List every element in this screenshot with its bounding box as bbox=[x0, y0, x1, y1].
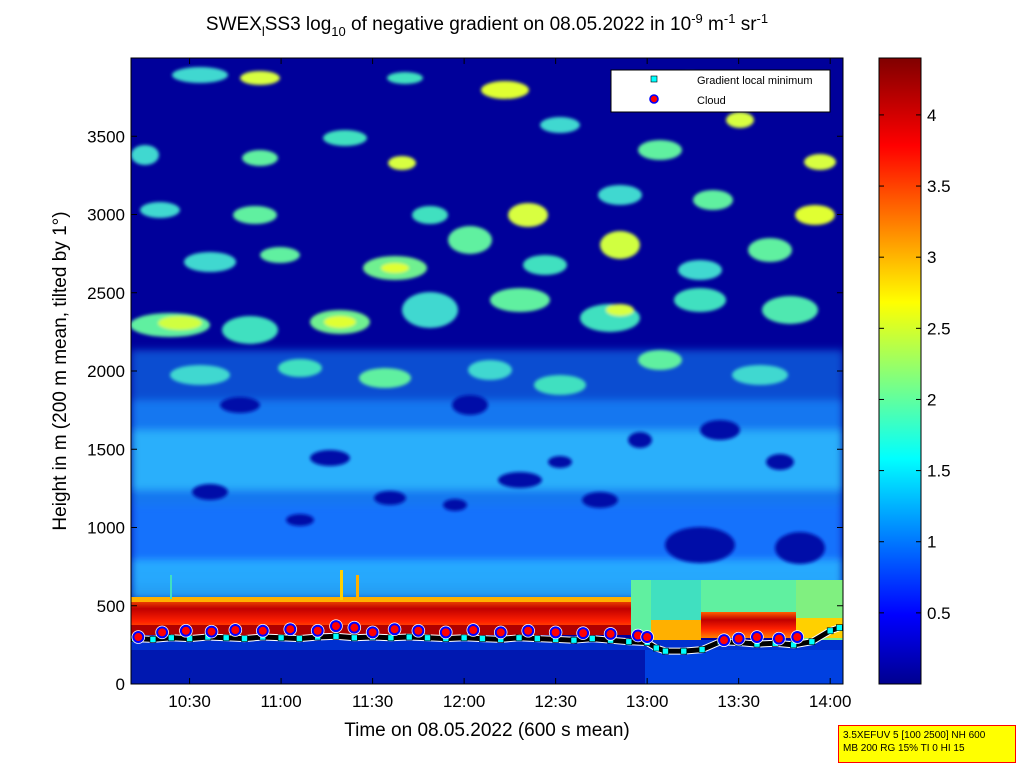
cloud-point bbox=[205, 625, 218, 638]
legend-box bbox=[610, 69, 831, 113]
gradient-minimum-point bbox=[588, 635, 596, 642]
gradient-minimum-point bbox=[826, 627, 834, 635]
gradient-minimum-point bbox=[625, 638, 633, 646]
gradient-minimum-point bbox=[836, 624, 843, 631]
gradient-minimum-point bbox=[167, 634, 175, 642]
gradient-minimum-point bbox=[405, 633, 413, 641]
heatmap-dark-patches bbox=[192, 395, 825, 564]
y-tick-label: 1000 bbox=[87, 519, 125, 538]
colorbar-tick-label: 2 bbox=[927, 390, 936, 409]
x-tick-label: 14:00 bbox=[809, 692, 852, 711]
gradient-minimum-point bbox=[808, 638, 816, 646]
y-tick-label: 3500 bbox=[87, 127, 125, 146]
gradient-minimum-point bbox=[241, 635, 248, 642]
cloud-point bbox=[732, 632, 745, 645]
heatmap-plot bbox=[131, 58, 843, 684]
legend-min-label: Gradient local minimum bbox=[697, 75, 813, 87]
x-axis: 10:30 11:00 11:30 12:00 12:30 13:00 13:30 14:00 bbox=[168, 58, 851, 711]
colorbar-tick-label: 4 bbox=[927, 106, 936, 125]
gradient-minimum-point bbox=[296, 635, 303, 642]
colorbar-tick-label: 1 bbox=[927, 533, 936, 552]
colorbar-tick-label: 2.5 bbox=[927, 319, 951, 338]
heatmap-upper-patches bbox=[131, 67, 836, 395]
gradient-minimum-point bbox=[277, 634, 285, 642]
y-axis-title: Height in m (200 m mean, tilted by 1°) bbox=[50, 211, 71, 530]
colorbar-tick-label: 1.5 bbox=[927, 462, 951, 481]
y-tick-label: 3000 bbox=[87, 206, 125, 225]
cloud-point bbox=[604, 627, 617, 640]
gradient-minimum-point bbox=[424, 634, 431, 642]
y-tick-label: 1500 bbox=[87, 440, 125, 459]
cloud-point bbox=[467, 624, 480, 637]
x-tick-label: 13:00 bbox=[626, 692, 669, 711]
cloud-point bbox=[132, 631, 145, 644]
cloud-point bbox=[750, 631, 763, 644]
colorbar-tick-label: 0.5 bbox=[927, 604, 951, 623]
cloud-point bbox=[412, 624, 425, 637]
gradient-minimum-point bbox=[680, 647, 688, 655]
x-tick-label: 12:30 bbox=[534, 692, 577, 711]
x-tick-label: 10:30 bbox=[168, 692, 211, 711]
legend: Gradient local minimum Cloud bbox=[610, 69, 831, 113]
legend-cloud-label: Cloud bbox=[697, 95, 726, 107]
cloud-point bbox=[388, 623, 401, 636]
cloud-point bbox=[366, 626, 379, 639]
x-tick-label: 13:30 bbox=[717, 692, 760, 711]
x-tick-label: 11:00 bbox=[260, 692, 301, 711]
gradient-minimum-point bbox=[460, 634, 468, 642]
cloud-point bbox=[549, 626, 562, 639]
settings-info-line-1: 3.5XEFUV 5 [100 2500] NH 600 bbox=[843, 730, 986, 741]
cloud-point bbox=[348, 621, 361, 634]
heatmap-lower-layer bbox=[131, 350, 843, 600]
cloud-point bbox=[284, 623, 297, 636]
x-tick-label: 11:30 bbox=[352, 692, 393, 711]
settings-info-box: 3.5XEFUV 5 [100 2500] NH 600 MB 200 RG 1… bbox=[838, 725, 1016, 763]
cloud-markers bbox=[131, 619, 804, 647]
legend-min-marker bbox=[650, 75, 658, 83]
x-axis-title: Time on 08.05.2022 (600 s mean) bbox=[344, 720, 630, 741]
legend-cloud-marker bbox=[649, 94, 659, 104]
gradient-minimum-point bbox=[351, 634, 358, 642]
settings-info-line-2: MB 200 RG 15% TI 0 HI 15 bbox=[843, 743, 965, 754]
cloud-point bbox=[156, 626, 169, 639]
cloud-point bbox=[256, 624, 269, 637]
y-tick-label: 2000 bbox=[87, 362, 125, 381]
heatmap-surface-layer bbox=[131, 640, 843, 684]
cloud-point bbox=[329, 620, 342, 633]
gradient-minimum-point bbox=[149, 636, 157, 643]
colorbar: 0.5 1 1.5 2 2.5 3 3.5 4 bbox=[878, 57, 951, 685]
colorbar-tick-label: 3 bbox=[927, 248, 936, 267]
cloud-point bbox=[311, 624, 324, 637]
colorbar-ticks: 0.5 1 1.5 2 2.5 3 3.5 4 bbox=[879, 106, 951, 623]
gradient-minimum-point bbox=[570, 636, 578, 644]
gradient-minimum-point bbox=[662, 647, 669, 655]
x-tick-label: 12:00 bbox=[443, 692, 486, 711]
gradient-minimum-point bbox=[698, 646, 706, 653]
cloud-point bbox=[718, 634, 731, 647]
gradient-minimum-point bbox=[534, 635, 541, 642]
y-axis: 0 500 1000 1500 2000 2500 3000 3500 bbox=[87, 127, 843, 694]
colorbar-scale bbox=[878, 57, 922, 685]
cloud-point bbox=[229, 624, 242, 637]
cloud-point bbox=[577, 627, 590, 640]
colorbar-tick-label: 3.5 bbox=[927, 177, 951, 196]
gradient-minimum-point bbox=[653, 644, 660, 652]
cloud-point bbox=[772, 632, 785, 645]
y-tick-label: 0 bbox=[116, 675, 125, 694]
cloud-point bbox=[179, 624, 192, 637]
cloud-point bbox=[641, 631, 654, 644]
gradient-minimum-point bbox=[479, 635, 486, 642]
cloud-point bbox=[494, 626, 507, 639]
y-tick-label: 2500 bbox=[87, 284, 125, 303]
cloud-point bbox=[791, 631, 804, 644]
gradient-minimum-point bbox=[515, 634, 523, 642]
y-tick-label: 500 bbox=[97, 597, 125, 616]
chart-title: SWEXlSS3 log10 of negative gradient on 0… bbox=[206, 11, 768, 39]
gradient-minimum-point bbox=[332, 632, 340, 640]
cloud-point bbox=[522, 624, 535, 637]
gradient-minimum-point bbox=[222, 634, 230, 642]
cloud-point bbox=[439, 626, 452, 639]
